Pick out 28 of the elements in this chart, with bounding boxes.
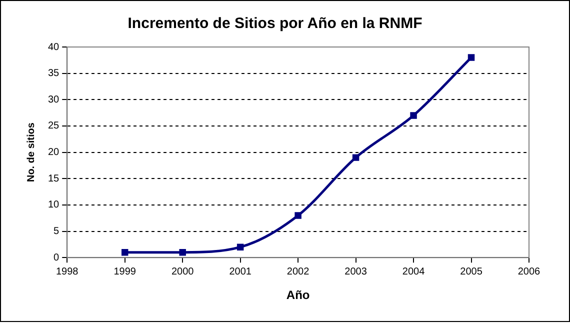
x-tick-label: 2005 [460,266,483,278]
point [410,112,417,119]
point [352,154,360,161]
x-tick-label: 2004 [402,266,426,278]
y-tick-label: 35 [48,68,60,80]
point [468,54,475,61]
x-tick-label: 2003 [344,266,368,278]
y-tick-label: 5 [54,226,60,238]
point [179,248,186,256]
x-tick-label: 1998 [56,266,79,278]
y-tick-label: 15 [48,173,60,184]
y-tick-label: 40 [48,42,60,53]
x-tick-label: 2002 [286,266,310,278]
y-tick-label: 30 [48,94,60,106]
y-tick-label: 0 [54,252,60,264]
x-tick-label: 2006 [518,266,541,278]
x-axis-title: Año [286,288,310,302]
x-tick-label: 2000 [171,266,194,278]
x-tick-label: 1999 [114,266,136,278]
y-tick-label: 20 [48,147,60,158]
y-axis-title: No. de sitios [26,122,37,182]
point [121,248,128,256]
chart-title: Incremento de Sitios por Año en la RNMF [128,15,422,32]
x-tick-label: 2001 [229,266,252,278]
point [236,244,244,250]
point [294,212,302,219]
y-tick-label: 25 [48,120,60,132]
y-tick-label: 10 [48,200,60,211]
